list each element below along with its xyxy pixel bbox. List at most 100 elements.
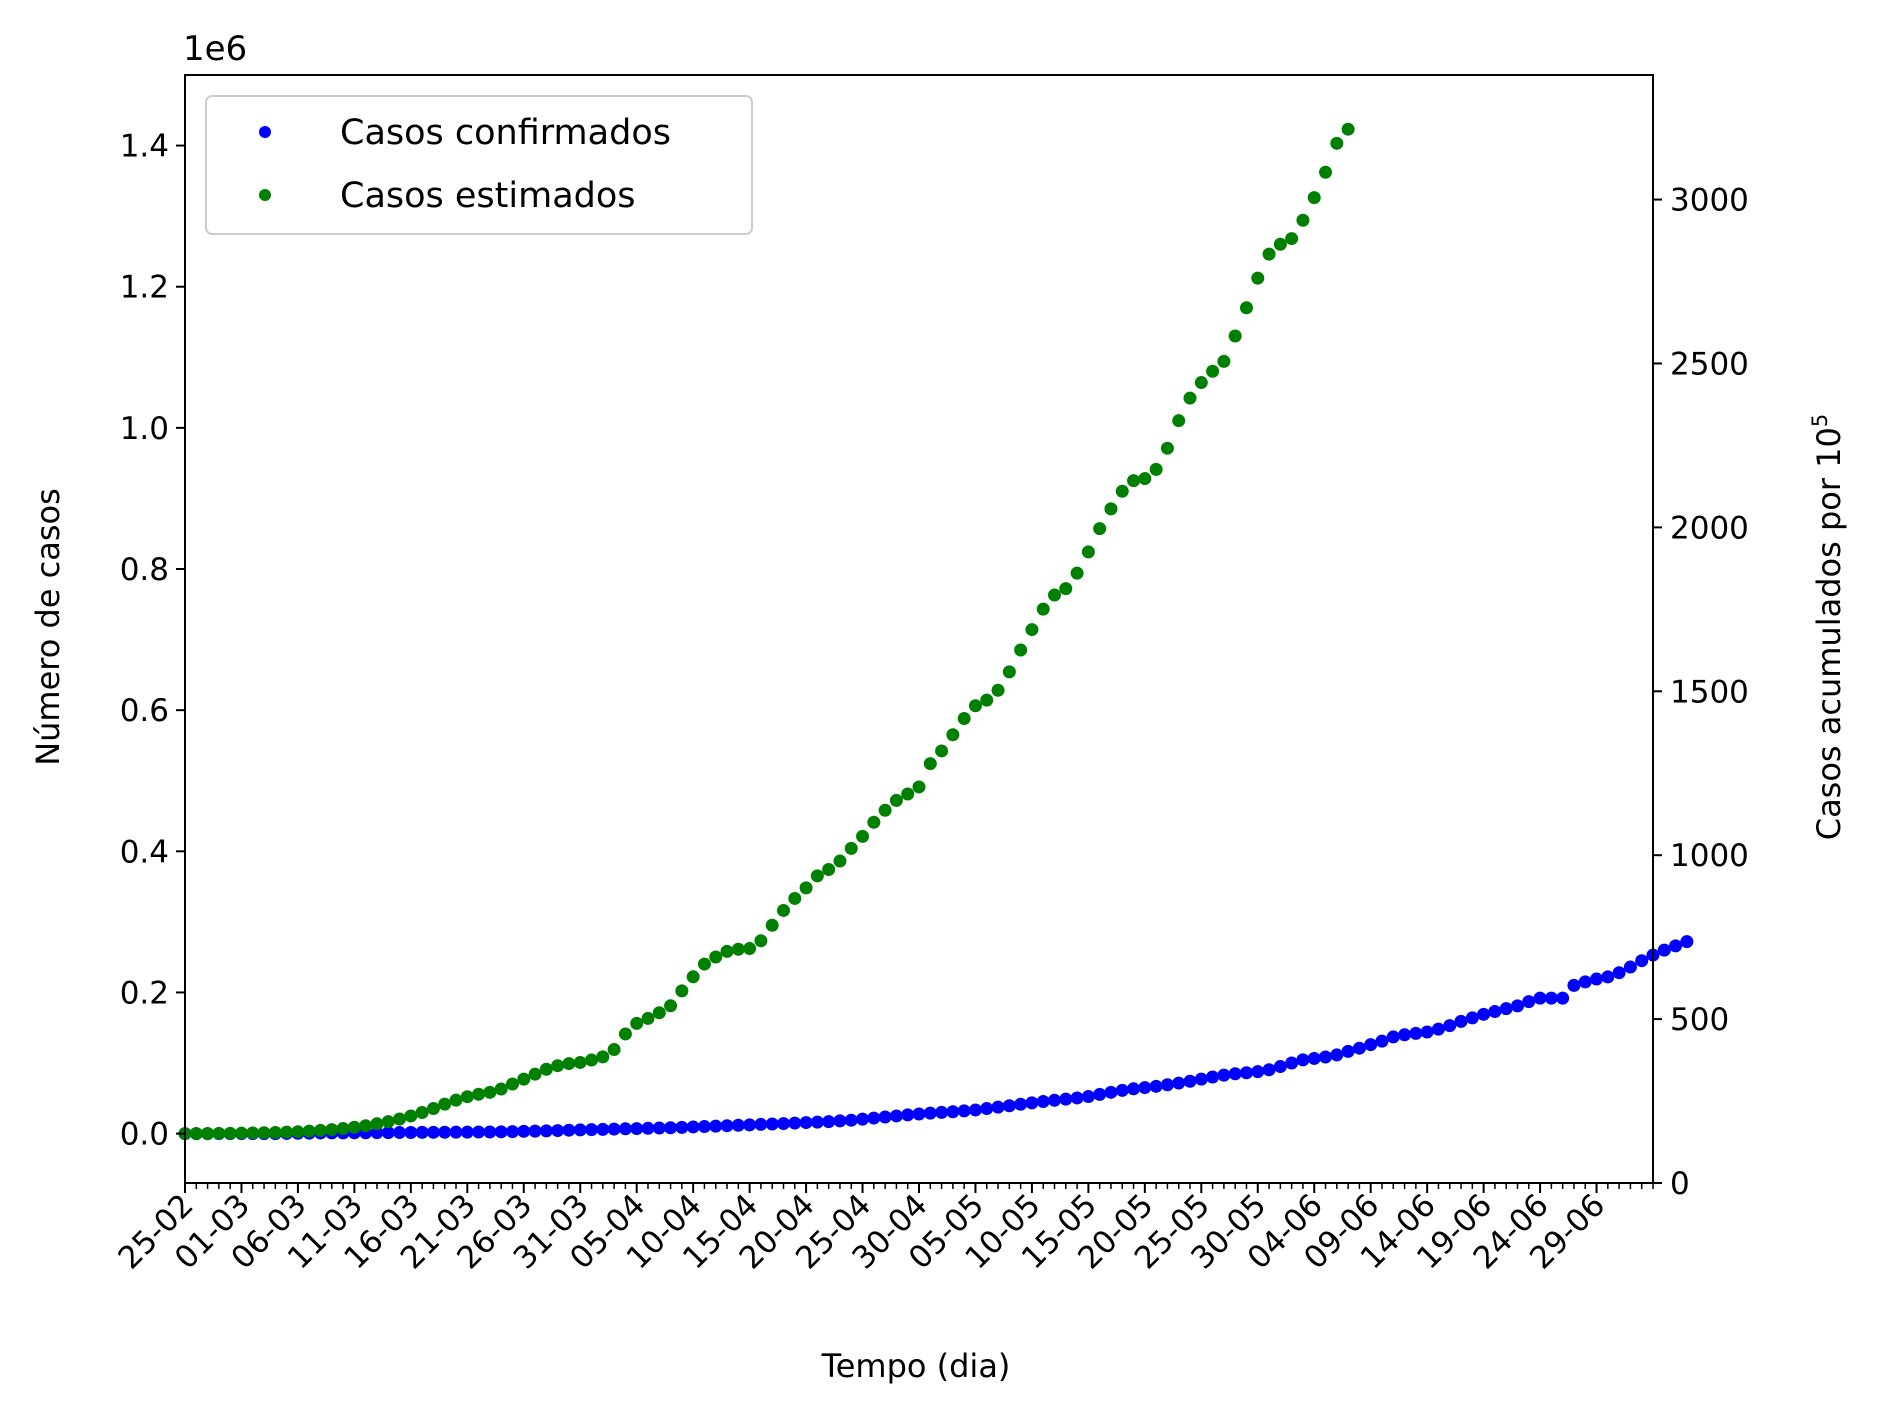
data-point [844,1113,858,1127]
data-point [1070,566,1084,580]
data-point [449,1125,463,1139]
data-point [370,1117,384,1131]
data-point [923,757,937,771]
data-point [1420,1025,1434,1039]
data-point [1014,1097,1028,1111]
data-point [404,1125,418,1139]
data-point [1319,165,1333,179]
data-point [1036,602,1050,616]
data-point [709,950,723,964]
y-axis-right-label-exponent: 5 [1808,414,1832,427]
data-point [675,1120,689,1134]
data-point [1239,301,1253,315]
data-point [822,1115,836,1129]
data-point [754,1117,768,1131]
data-point [460,1125,474,1139]
data-point [359,1119,373,1133]
data-point [505,1077,519,1091]
y-axis-right: 0 500 1000 1500 2000 2500 3000 [1653,183,1749,1202]
data-point [912,780,926,794]
data-point [731,942,745,956]
data-point [844,841,858,855]
data-point [1567,978,1581,992]
data-point [404,1109,418,1123]
data-point [1127,474,1141,488]
data-point [596,1122,610,1136]
data-point [381,1115,395,1129]
y-tick-label: 1.0 [120,411,169,447]
data-point [1149,462,1163,476]
y-offset-label: 1e6 [183,29,247,69]
data-point [822,863,836,877]
data-point [291,1125,305,1139]
data-point [935,744,949,758]
data-point [856,1112,870,1126]
data-point [1319,1050,1333,1064]
y2-tick-label: 0 [1670,1166,1690,1202]
data-point [1172,1076,1186,1090]
data-point [201,1127,215,1141]
data-point [810,869,824,883]
data-point [1510,999,1524,1013]
data-point [302,1124,316,1138]
data-point [935,1105,949,1119]
y-tick-label: 1.4 [120,129,169,165]
data-point [833,854,847,868]
plot-area [178,74,1694,1184]
y-tick-label: 0.0 [120,1117,169,1153]
data-point [1352,1041,1366,1055]
data-point [1048,588,1062,602]
data-point [1488,1005,1502,1019]
y2-tick-label: 1500 [1670,674,1749,710]
data-point [562,1057,576,1071]
data-point [946,728,960,742]
data-point [528,1067,542,1081]
plot-frame [184,74,1654,1184]
data-point [1081,1090,1095,1104]
data-point [1409,1026,1423,1040]
data-point [720,1119,734,1133]
data-point [212,1126,226,1140]
y-axis-right-label: Casos acumulados por 105 [1808,414,1848,841]
data-point [246,1126,260,1140]
data-point [1138,1081,1152,1095]
data-point [810,1115,824,1129]
data-point [1307,1051,1321,1065]
data-point [867,815,881,829]
data-point [1330,1048,1344,1062]
data-point [539,1062,553,1076]
data-point [494,1082,508,1096]
legend-label-estimados: Casos estimados [340,176,636,216]
y-axis-left: 0.0 0.2 0.4 0.6 0.8 1.0 1.2 1.4 [120,129,185,1153]
data-point [505,1125,519,1139]
data-point [709,1119,723,1133]
data-point [697,957,711,971]
data-point [551,1124,565,1138]
data-point [1680,935,1694,949]
data-point [1127,1082,1141,1096]
data-point [889,1109,903,1123]
data-point [1330,136,1344,150]
data-point [268,1125,282,1139]
data-point [788,1116,802,1130]
data-point [980,693,994,707]
data-point [946,1105,960,1119]
data-point [607,1042,621,1056]
y-tick-label: 1.2 [120,270,169,306]
data-point [923,1106,937,1120]
data-point [664,1121,678,1135]
data-point [280,1125,294,1139]
data-point [1206,364,1220,378]
data-point [1217,354,1231,368]
data-point [336,1122,350,1136]
data-point [573,1055,587,1069]
data-point [957,1104,971,1118]
data-point [1138,472,1152,486]
data-point [1544,991,1558,1005]
data-point [381,1126,395,1140]
data-point [1375,1034,1389,1048]
data-point [325,1123,339,1137]
data-point [618,1027,632,1041]
data-point [731,1118,745,1132]
data-point [878,1110,892,1124]
